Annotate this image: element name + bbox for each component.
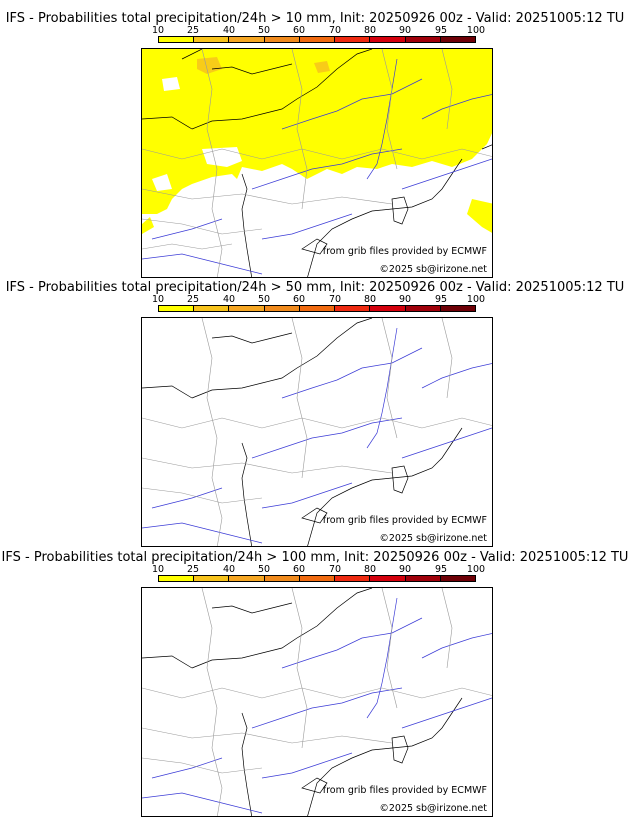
colorbar-swatch [440, 37, 475, 42]
tick-label: 80 [363, 25, 377, 36]
tick-label: 60 [292, 564, 306, 575]
colorbar-swatch [264, 576, 300, 581]
colorbar-swatch [194, 306, 230, 311]
panel-10mm: IFS - Probabilities total precipitation/… [0, 0, 630, 280]
tick-label: 90 [398, 564, 412, 575]
tick-label: 90 [398, 294, 412, 305]
colorbar: 10 25 40 50 60 70 80 90 95 100 [152, 564, 485, 585]
map-drawing [142, 49, 492, 277]
rivers [142, 327, 492, 544]
rivers [142, 597, 492, 814]
colorbar-swatch [299, 576, 336, 581]
colorbar-swatch [405, 576, 441, 581]
tick-label: 90 [398, 25, 412, 36]
tick-label: 50 [257, 564, 271, 575]
tick-label: 70 [328, 294, 342, 305]
tick-label: 25 [186, 294, 200, 305]
colorbar: 10 25 40 50 60 70 80 90 95 100 [152, 294, 485, 315]
source-credit: from grib files provided by ECMWF [322, 246, 487, 257]
map-drawing [142, 318, 492, 546]
tick-label: 10 [151, 294, 165, 305]
colorbar-tick-labels: 10 25 40 50 60 70 80 90 95 100 [152, 294, 485, 305]
white-gaps [152, 77, 242, 191]
coastlines [142, 588, 463, 816]
probability-field-25-40 [197, 57, 330, 74]
tick-label: 10 [151, 25, 165, 36]
colorbar-swatch [264, 37, 300, 42]
tick-label: 40 [222, 564, 236, 575]
colorbar-swatch [194, 576, 230, 581]
admin-borders [142, 49, 492, 277]
tick-label: 70 [328, 25, 342, 36]
colorbar-swatch [194, 37, 230, 42]
panel-50mm: IFS - Probabilities total precipitation/… [0, 270, 630, 550]
colorbar-swatches [158, 305, 476, 312]
admin-borders [142, 318, 492, 546]
colorbar-swatch [440, 576, 475, 581]
source-credit: from grib files provided by ECMWF [322, 515, 487, 526]
copyright: ©2025 sb@irizone.net [379, 803, 487, 814]
tick-label: 25 [186, 564, 200, 575]
colorbar-swatch [370, 37, 406, 42]
tick-label: 80 [363, 564, 377, 575]
probability-field-10-25 [142, 49, 492, 234]
colorbar-swatch [159, 306, 195, 311]
panel-title: IFS - Probabilities total precipitation/… [5, 280, 625, 295]
map-drawing [142, 588, 492, 816]
tick-label: 100 [466, 25, 486, 36]
colorbar-swatch [229, 37, 265, 42]
copyright: ©2025 sb@irizone.net [379, 264, 487, 275]
tick-label: 50 [257, 25, 271, 36]
map-area: from grib files provided by ECMWF ©2025 … [141, 587, 493, 817]
tick-label: 70 [328, 564, 342, 575]
tick-label: 95 [434, 294, 448, 305]
coastlines [142, 318, 463, 546]
tick-label: 60 [292, 25, 306, 36]
rivers [142, 58, 492, 275]
tick-label: 40 [222, 294, 236, 305]
colorbar-swatch [405, 306, 441, 311]
colorbar-swatch [335, 37, 371, 42]
tick-label: 100 [466, 564, 486, 575]
colorbar-swatch [299, 306, 336, 311]
colorbar-swatch [229, 306, 265, 311]
colorbar-swatch [370, 306, 406, 311]
admin-borders [142, 588, 492, 816]
panel-title: IFS - Probabilities total precipitation/… [1, 550, 629, 565]
tick-label: 95 [434, 564, 448, 575]
source-credit: from grib files provided by ECMWF [322, 785, 487, 796]
tick-label: 100 [466, 294, 486, 305]
colorbar-swatch [159, 37, 195, 42]
coastlines [142, 49, 492, 277]
panel-title: IFS - Probabilities total precipitation/… [5, 11, 625, 26]
colorbar-tick-labels: 10 25 40 50 60 70 80 90 95 100 [152, 564, 485, 575]
colorbar-swatch [335, 306, 371, 311]
map-area: from grib files provided by ECMWF ©2025 … [141, 317, 493, 547]
colorbar-swatches [158, 36, 476, 43]
tick-label: 10 [151, 564, 165, 575]
map-area: from grib files provided by ECMWF ©2025 … [141, 48, 493, 278]
colorbar: 10 25 40 50 60 70 80 90 95 100 [152, 25, 485, 46]
tick-label: 25 [186, 25, 200, 36]
colorbar-swatch [264, 306, 300, 311]
colorbar-swatch [159, 576, 195, 581]
panel-100mm: IFS - Probabilities total precipitation/… [0, 540, 630, 828]
copyright: ©2025 sb@irizone.net [379, 533, 487, 544]
tick-label: 40 [222, 25, 236, 36]
tick-label: 60 [292, 294, 306, 305]
colorbar-swatch [229, 576, 265, 581]
colorbar-tick-labels: 10 25 40 50 60 70 80 90 95 100 [152, 25, 485, 36]
colorbar-swatches [158, 575, 476, 582]
colorbar-swatch [405, 37, 441, 42]
colorbar-swatch [440, 306, 475, 311]
tick-label: 95 [434, 25, 448, 36]
colorbar-swatch [299, 37, 336, 42]
tick-label: 80 [363, 294, 377, 305]
colorbar-swatch [370, 576, 406, 581]
tick-label: 50 [257, 294, 271, 305]
colorbar-swatch [335, 576, 371, 581]
